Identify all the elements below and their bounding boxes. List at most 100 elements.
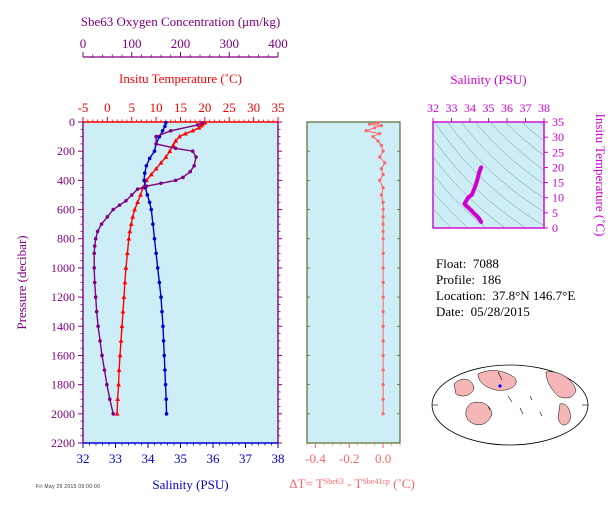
oxygen-point: [154, 134, 158, 139]
temperature-point: [123, 265, 129, 270]
delta-t-point: [381, 383, 385, 387]
ts-isopycnal-line: [460, 122, 544, 199]
delta-t-point: [381, 172, 385, 177]
oxygen-point: [93, 236, 98, 241]
temperature-point: [135, 199, 140, 205]
ts-point: [475, 177, 480, 182]
temperature-tick-label: 10: [150, 100, 163, 115]
temperature-tick-label: 15: [174, 100, 187, 115]
float-location-marker: [498, 384, 502, 388]
temperature-tick-label: 30: [247, 100, 260, 115]
salinity-point: [163, 368, 167, 372]
delta-t-point: [379, 193, 383, 197]
salinity-point: [149, 207, 154, 212]
temperature-tick-label: 0: [104, 100, 111, 115]
delta-t-point: [379, 167, 383, 171]
pressure-tick-label: 600: [57, 203, 75, 217]
temperature-point: [116, 382, 121, 387]
salinity-tick-label: 36: [207, 451, 221, 466]
ts-temperature-tick-label: 30: [552, 130, 564, 144]
temperature-point: [128, 221, 134, 226]
ts-salinity-tick-label: 38: [538, 101, 550, 115]
location-label: Location:: [436, 288, 486, 303]
salinity-tick-label: 34: [142, 451, 156, 466]
pressure-tick-label: 1400: [51, 319, 75, 333]
ts-point: [464, 198, 469, 203]
temperature-point: [163, 154, 169, 159]
oxygen-tick-label: 0: [80, 36, 87, 51]
oxygen-point: [144, 184, 149, 188]
float-info: Float: 7088: [436, 256, 499, 272]
float-label: Float:: [436, 256, 467, 271]
oxygen-tick-label: 200: [171, 36, 191, 51]
oxygen-point: [154, 142, 158, 146]
location-value: 37.8°N 146.7°E: [492, 288, 576, 303]
oxygen-point: [111, 207, 116, 212]
ts-isopycnals: [433, 122, 544, 228]
ts-salinity-tick-label: 32: [427, 101, 439, 115]
date-value: 05/28/2015: [470, 304, 530, 319]
temperature-point: [182, 131, 188, 136]
delta-t-panel: -0.4 -0.2 0.0 ΔT= TSbe63 - TSbe41cp (˚C): [289, 121, 415, 491]
pressure-tick-label: 2000: [51, 407, 75, 421]
delta-t-point: [381, 186, 385, 190]
oxygen-point: [92, 251, 97, 256]
temperature-point: [138, 192, 143, 197]
salinity-point: [152, 149, 157, 153]
salinity-point: [162, 353, 167, 358]
globe-map: [431, 364, 589, 446]
delta-t-point: [378, 178, 382, 182]
pressure-tick-label: 1200: [51, 290, 75, 304]
delta-t-point: [381, 368, 385, 372]
salinity-tick-label: 32: [77, 451, 90, 466]
ts-isopycnal-line: [433, 156, 506, 228]
ts-isopycnal-line: [433, 137, 527, 228]
delta-t-point: [376, 121, 380, 125]
salinity-point: [151, 222, 155, 226]
temperature-tick-label: 20: [198, 100, 211, 115]
delta-t-point: [381, 251, 385, 255]
ts-isopycnal-line: [489, 122, 544, 171]
ts-plot-area: [432, 121, 545, 229]
temperature-point: [170, 142, 176, 148]
temperature-point: [114, 411, 120, 416]
oxygen-point: [117, 203, 122, 207]
salinity-point: [152, 236, 157, 241]
temperature-point: [124, 250, 130, 256]
ts-temperature-tick-label: 5: [552, 206, 558, 220]
temperature-axis-title: Insitu Temperature (˚C): [119, 71, 242, 86]
oxygen-point: [96, 324, 100, 329]
salinity-point: [144, 163, 149, 168]
temperature-tick-label: 35: [272, 100, 285, 115]
delta-t-tick-label: 0.0: [375, 451, 391, 466]
delta-t-axis-title-part: (˚C): [390, 476, 415, 491]
delta-t-point: [381, 339, 385, 343]
pressure-tick-label: 200: [57, 144, 75, 158]
ts-salinity-tick-label: 35: [483, 101, 495, 115]
temperature-point: [167, 148, 173, 153]
temperature-point: [196, 125, 202, 130]
oxygen-point: [92, 266, 97, 270]
oxygen-point: [124, 198, 128, 203]
temperature-point: [190, 128, 196, 133]
delta-t-tick-label: -0.4: [305, 451, 326, 466]
oxygen-point: [92, 244, 97, 248]
profile-value: 186: [481, 272, 502, 287]
delta-t-point: [378, 155, 382, 159]
temperature-point: [116, 367, 122, 372]
delta-t-point: [381, 237, 385, 241]
temperature-tick-label: -5: [78, 100, 89, 115]
salinity-series-line: [143, 122, 168, 414]
delta-t-point: [381, 207, 385, 212]
ts-temperature-tick-label: 20: [552, 160, 564, 174]
oxygen-point: [200, 120, 205, 125]
ts-salinity-tick-label: 36: [501, 101, 513, 115]
footer-stamp: Fri May 29 2015 09:00:00: [36, 484, 101, 490]
oxygen-point: [100, 353, 104, 358]
temperature-tick-label: 5: [129, 100, 136, 115]
pressure-tick-label: 1800: [51, 378, 75, 392]
profile-info: Profile: 186: [436, 272, 501, 288]
temperature-point: [177, 133, 182, 139]
pressure-tick-label: 1600: [51, 348, 75, 362]
